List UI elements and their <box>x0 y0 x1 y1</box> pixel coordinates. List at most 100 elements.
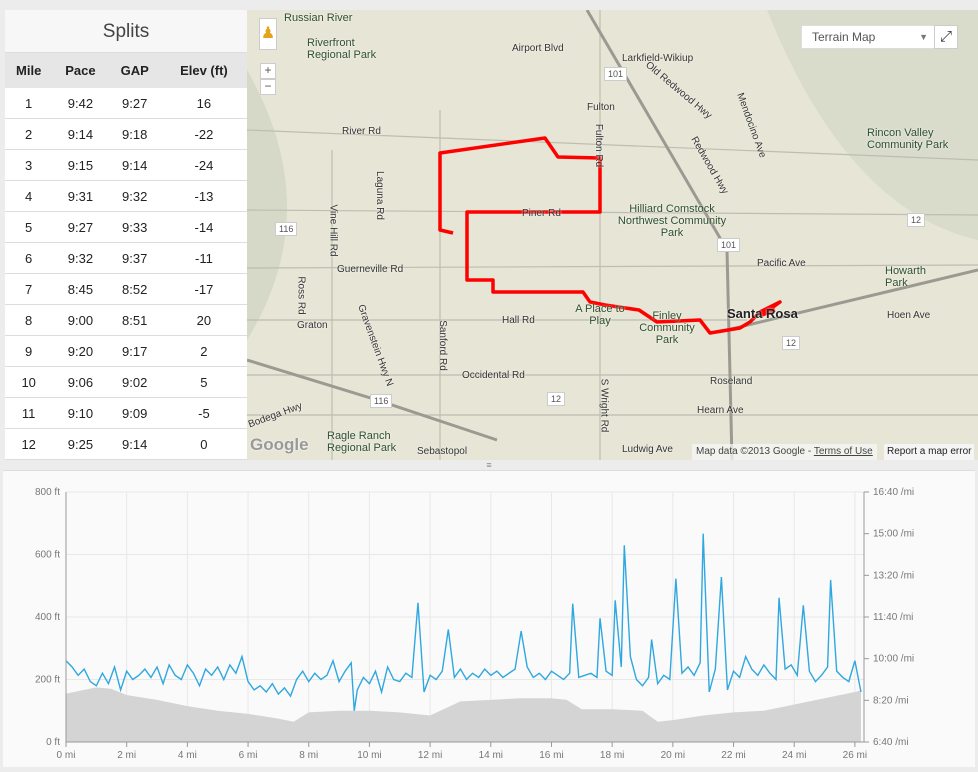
map-label: Howarth Park <box>885 265 926 289</box>
split-mile: 3 <box>5 149 53 181</box>
x-tick-label: 26 mi <box>843 750 867 761</box>
split-row: 2 9:14 9:18 -22 <box>5 118 247 150</box>
split-pace: 9:31 <box>52 180 109 212</box>
split-mile: 6 <box>5 242 53 274</box>
split-mile: 4 <box>5 180 53 212</box>
split-pace: 9:20 <box>52 335 109 367</box>
x-tick-label: 24 mi <box>782 750 806 761</box>
map-label: Ross Rd <box>295 276 307 315</box>
split-gap: 9:17 <box>108 335 161 367</box>
map-label: Ludwig Ave <box>622 444 673 455</box>
split-row: 5 9:27 9:33 -14 <box>5 211 247 243</box>
map-label: Larkfield-Wikiup <box>622 53 694 64</box>
map-label: Riverfront Regional Park <box>307 37 377 61</box>
split-gap: 8:52 <box>108 273 161 305</box>
x-tick-label: 10 mi <box>357 750 381 761</box>
split-gap: 9:33 <box>108 211 161 243</box>
y-right-tick-label: 16:40 /mi <box>873 487 914 498</box>
route-map[interactable]: Russian River Riverfront Regional Park A… <box>247 10 978 460</box>
split-mile: 10 <box>5 366 53 398</box>
split-elev: -24 <box>160 149 247 181</box>
highway-shield: 101 <box>717 238 741 252</box>
split-mile: 5 <box>5 211 53 243</box>
map-label: Fulton Rd <box>593 123 605 168</box>
map-label: Vine Hill Rd <box>327 204 339 257</box>
split-elev: -11 <box>160 242 247 274</box>
x-tick-label: 6 mi <box>239 750 258 761</box>
map-label: Sebastopol <box>417 446 468 457</box>
fullscreen-icon[interactable]: ⤢ <box>934 25 958 49</box>
report-map-error-link[interactable]: Report a map error <box>884 444 975 460</box>
split-elev: 2 <box>160 335 247 367</box>
y-right-tick-label: 8:20 /mi <box>873 695 909 706</box>
y-right-tick-label: 6:40 /mi <box>873 737 909 748</box>
map-label: Graton <box>297 320 328 331</box>
terms-of-use-link[interactable]: Terms of Use <box>813 446 873 457</box>
y-left-tick-label: 800 ft <box>35 487 60 498</box>
zoom-out-button[interactable]: − <box>260 79 276 95</box>
split-row: 3 9:15 9:14 -24 <box>5 149 247 181</box>
split-pace: 9:25 <box>52 428 109 460</box>
map-label: Rincon Valley Community Park <box>867 127 949 151</box>
split-elev: -13 <box>160 180 247 212</box>
y-left-tick-label: 0 ft <box>46 737 60 748</box>
pace-line <box>65 533 862 711</box>
col-pace: Pace <box>52 53 109 88</box>
x-tick-label: 18 mi <box>600 750 624 761</box>
map-label: Laguna Rd <box>373 171 385 220</box>
zoom-in-button[interactable]: + <box>260 63 276 79</box>
split-pace: 9:15 <box>52 149 109 181</box>
street-view-pegman-icon[interactable]: ♟ <box>259 18 277 50</box>
highway-shield: 12 <box>782 336 801 350</box>
map-label: Pacific Ave <box>757 258 806 269</box>
map-label: Russian River <box>284 12 353 24</box>
split-mile: 8 <box>5 304 53 336</box>
split-elev: 5 <box>160 366 247 398</box>
map-label: Airport Blvd <box>512 43 564 54</box>
map-label: Guerneville Rd <box>337 264 404 275</box>
x-tick-label: 16 mi <box>539 750 563 761</box>
split-mile: 13 <box>5 459 53 460</box>
map-label: Occidental Rd <box>462 370 525 381</box>
map-type-select[interactable]: Terrain Map ▼ <box>801 25 937 49</box>
map-label: Finley Community Park <box>639 310 695 346</box>
split-pace: 9:10 <box>52 397 109 429</box>
split-row: 8 9:00 8:51 20 <box>5 304 247 336</box>
highway-shield: 12 <box>907 213 926 227</box>
x-tick-label: 14 mi <box>479 750 503 761</box>
y-right-tick-label: 11:40 /mi <box>873 612 913 623</box>
split-elev: 16 <box>160 88 247 119</box>
elevation-area <box>66 687 861 742</box>
map-label: Santa Rosa <box>727 306 798 321</box>
split-mile: 2 <box>5 118 53 150</box>
map-label: Hoen Ave <box>887 310 931 321</box>
split-pace: 9:27 <box>52 211 109 243</box>
split-row: 1 9:42 9:27 16 <box>5 88 247 119</box>
split-gap: 9:37 <box>108 242 161 274</box>
map-label: Fulton <box>587 102 615 113</box>
col-mile: Mile <box>5 53 53 88</box>
resize-handle[interactable]: ≡ <box>486 460 492 470</box>
attribution-text: Map data ©2013 Google <box>696 446 806 457</box>
map-attribution: Map data ©2013 Google - Terms of Use <box>692 444 877 460</box>
split-pace: 9:42 <box>52 88 109 119</box>
split-mile: 11 <box>5 397 53 429</box>
x-tick-label: 2 mi <box>117 750 136 761</box>
split-pace: 9:00 <box>52 304 109 336</box>
split-gap: 9:32 <box>108 180 161 212</box>
split-elev: -22 <box>160 118 247 150</box>
split-elev: -17 <box>160 273 247 305</box>
x-tick-label: 8 mi <box>299 750 318 761</box>
split-pace: 9:31 <box>52 459 109 460</box>
split-gap: 8:51 <box>108 304 161 336</box>
split-gap: 9:14 <box>108 459 161 460</box>
map-label: Hilliard Comstock Northwest Community Pa… <box>617 203 727 239</box>
x-tick-label: 20 mi <box>661 750 685 761</box>
split-elev: 0 <box>160 428 247 460</box>
split-row: 12 9:25 9:14 0 <box>5 428 247 460</box>
map-label: A Place to Play <box>575 303 625 327</box>
y-right-tick-label: 13:20 /mi <box>873 570 914 581</box>
split-gap: 9:18 <box>108 118 161 150</box>
map-roads <box>247 10 978 460</box>
highway-shield: 101 <box>604 67 628 81</box>
